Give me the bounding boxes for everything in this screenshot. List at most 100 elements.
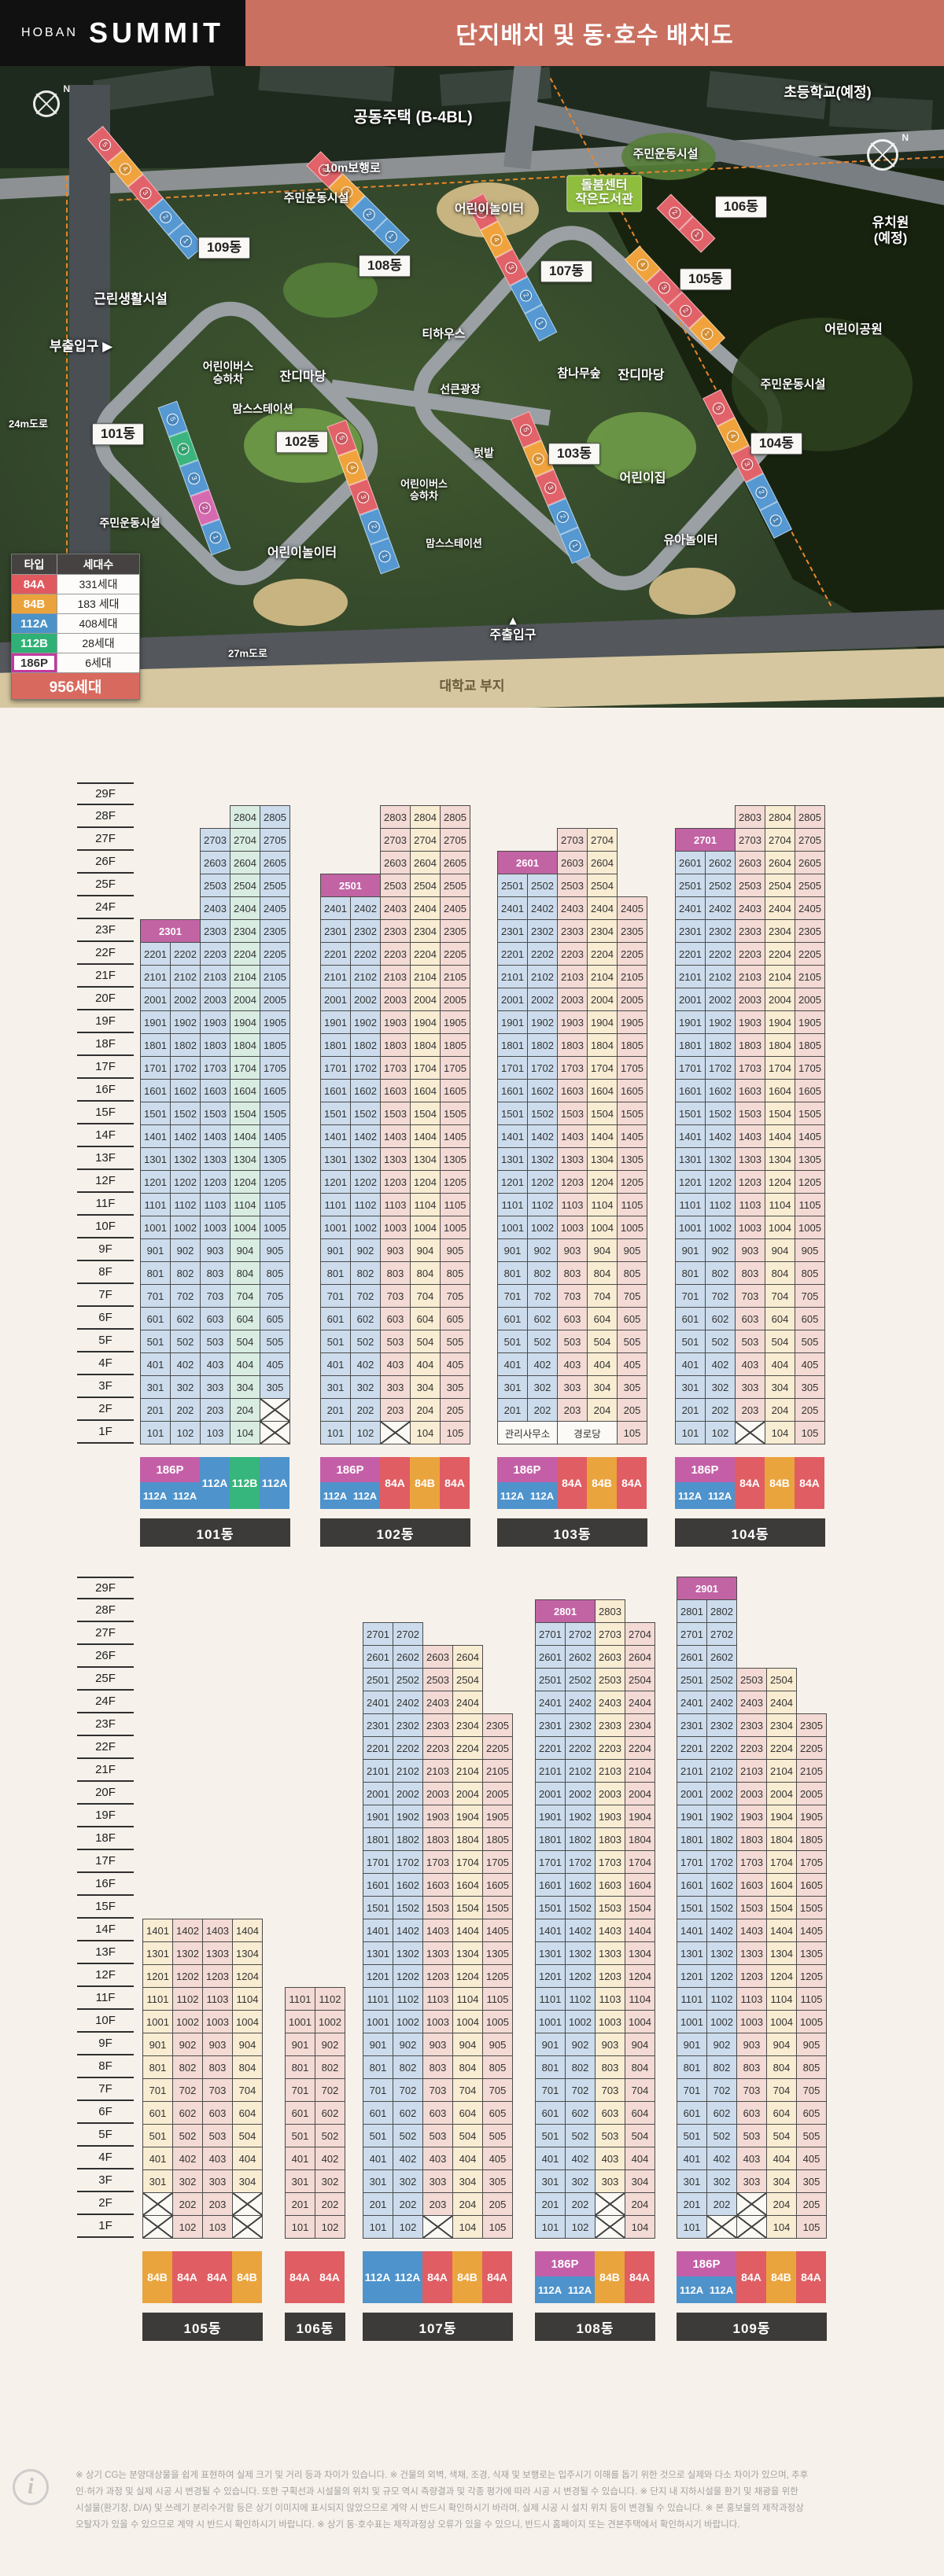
unit-cell: 2103 — [422, 1759, 453, 1783]
unit-cell: 305 — [440, 1375, 470, 1399]
unit-cell: 1201 — [535, 1964, 566, 1988]
unit-cell: 302 — [315, 2169, 345, 2193]
unit-cell: 101 — [285, 2215, 315, 2239]
unit-cell: 303 — [557, 1375, 588, 1399]
type-badge: 186P — [535, 2251, 595, 2276]
unit-cell: 1202 — [170, 1170, 201, 1194]
unit-cell: 2203 — [200, 942, 230, 966]
unit-cell: 2405 — [795, 896, 825, 920]
unit-cell: 403 — [735, 1352, 765, 1376]
unit-cell: 1104 — [232, 1987, 263, 2011]
unit-cell: 404 — [625, 2147, 655, 2170]
unit-cell: 703 — [200, 1284, 230, 1308]
unit-cell: 2302 — [706, 1713, 737, 1737]
unit-cell: 1301 — [535, 1941, 566, 1965]
unit-cell: 1304 — [625, 1941, 655, 1965]
unit-cell: 1901 — [675, 1010, 706, 1034]
unit-cell: 2102 — [527, 965, 558, 988]
legend-count: 6세대 — [57, 653, 139, 672]
unit-cell: 401 — [363, 2147, 393, 2170]
unit-cell: 504 — [452, 2124, 483, 2147]
unit-cell: 2304 — [625, 1713, 655, 1737]
unit-cell: 105 — [482, 2215, 513, 2239]
penthouse-cell: 2701 — [675, 828, 736, 852]
unit-cell: 403 — [736, 2147, 767, 2170]
unit-cell: 1603 — [380, 1079, 411, 1102]
map-label: 텃밭 — [474, 446, 494, 459]
unit-cell: 901 — [677, 2033, 707, 2056]
unit-cell: 2104 — [587, 965, 618, 988]
unit-cell: 401 — [285, 2147, 315, 2170]
unit-cell: 2005 — [795, 988, 825, 1011]
unit-cell: 401 — [320, 1352, 351, 1376]
compass-icon: N — [867, 132, 909, 171]
building-number-badge: 1 — [688, 226, 706, 243]
unit-cell: 305 — [617, 1375, 647, 1399]
unit-cell: 804 — [410, 1261, 441, 1285]
type-badge: 84B — [766, 2251, 796, 2303]
unit-cell: 803 — [422, 2055, 453, 2079]
page-title: 단지배치 및 동·호수 배치도 — [455, 23, 734, 49]
unit-cell: 1203 — [200, 1170, 230, 1194]
building-number-badge: 4 — [116, 160, 134, 177]
unit-cell: 203 — [200, 1398, 230, 1422]
unit-cell: 2604 — [765, 851, 795, 874]
unit-cell: 2702 — [565, 1622, 596, 1646]
building-label: 101동 — [140, 1518, 290, 1547]
unit-cell: 1503 — [557, 1102, 588, 1125]
unit-cell: 2104 — [452, 1759, 483, 1783]
unit-cell: 602 — [315, 2101, 345, 2125]
unit-cell: 2005 — [260, 988, 290, 1011]
unit-cell: 2705 — [260, 828, 290, 852]
unit-cell: 1603 — [557, 1079, 588, 1102]
unit-cell: 603 — [557, 1307, 588, 1330]
unit-cell: 901 — [140, 1238, 171, 1262]
unit-cell-empty — [260, 1421, 290, 1444]
unit-cell: 1605 — [795, 1079, 825, 1102]
unit-cell: 1503 — [736, 1896, 767, 1919]
unit-cell: 501 — [285, 2124, 315, 2147]
floor-label: 12F — [77, 1964, 134, 1987]
unit-cell: 1001 — [140, 1216, 171, 1239]
type-badge: 84A — [735, 1457, 765, 1509]
unit-cell: 202 — [705, 1398, 736, 1422]
building-grid: 301 401 501 601 701 801 901 1001 1101 1201 1301 140… — [142, 1577, 263, 2239]
building-number-badge: 5 — [710, 399, 727, 416]
floor-label: 4F — [77, 1352, 134, 1375]
unit-cell: 2003 — [422, 1782, 453, 1805]
unit-cell: 1505 — [260, 1102, 290, 1125]
unit-cell: 1704 — [230, 1056, 260, 1080]
unit-cell: 2003 — [557, 988, 588, 1011]
unit-cell: 401 — [497, 1352, 528, 1376]
unit-cell: 2205 — [796, 1736, 827, 1760]
unit-cell: 1405 — [260, 1124, 290, 1148]
unit-cell: 505 — [482, 2124, 513, 2147]
unit-cell: 2602 — [705, 851, 736, 874]
unit-cell: 1901 — [497, 1010, 528, 1034]
unit-cell: 1102 — [527, 1193, 558, 1216]
unit-cell: 502 — [705, 1330, 736, 1353]
unit-cell: 1303 — [736, 1941, 767, 1965]
unit-cell: 2401 — [675, 896, 706, 920]
unit-cell: 402 — [172, 2147, 203, 2170]
grid-group: 29F 28F 27F 26F 25F 24F 23F 22F 21F 20F 19F 18F 17F 1… — [0, 782, 944, 1554]
unit-cell: 1302 — [350, 1147, 381, 1171]
legend-row: 186P 6세대 — [12, 653, 139, 672]
type-badge: 112A — [705, 1482, 735, 1509]
unit-cell: 202 — [393, 2192, 423, 2216]
unit-cell: 2305 — [617, 919, 647, 943]
unit-cell: 1902 — [705, 1010, 736, 1034]
unit-cell: 502 — [393, 2124, 423, 2147]
unit-cell: 503 — [595, 2124, 625, 2147]
unit-cell: 102 — [315, 2215, 345, 2239]
unit-cell: 2002 — [527, 988, 558, 1011]
unit-cell: 1703 — [422, 1850, 453, 1874]
unit-cell: 1501 — [140, 1102, 171, 1125]
unit-cell: 1903 — [557, 1010, 588, 1034]
map-green-patch — [586, 412, 696, 483]
unit-cell: 2102 — [350, 965, 381, 988]
unit-cell: 104 — [230, 1421, 260, 1444]
unit-cell: 403 — [202, 2147, 233, 2170]
type-badge: 112A — [140, 1482, 170, 1509]
